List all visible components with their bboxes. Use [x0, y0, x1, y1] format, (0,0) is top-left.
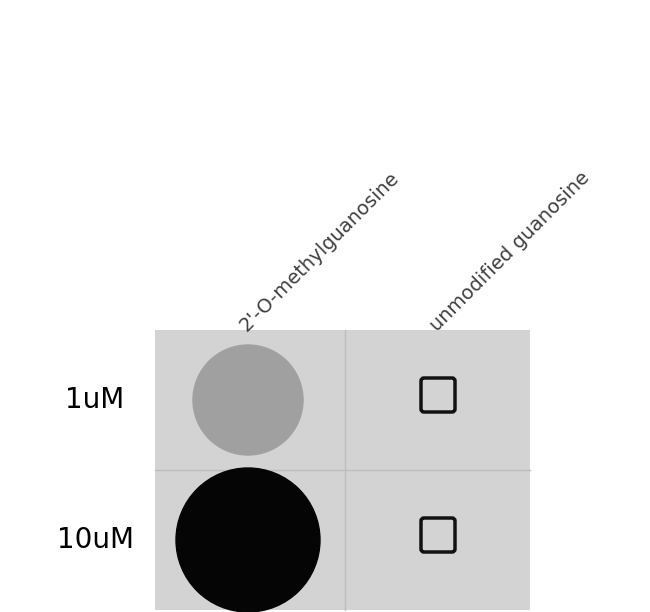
Text: unmodified guanosine: unmodified guanosine	[426, 168, 593, 335]
Circle shape	[176, 468, 320, 612]
Text: 1uM: 1uM	[66, 386, 125, 414]
Bar	[155, 330, 530, 610]
Text: 10uM: 10uM	[57, 526, 133, 554]
Text: 2'-O-methylguanosine: 2'-O-methylguanosine	[237, 168, 403, 335]
Circle shape	[193, 345, 303, 455]
